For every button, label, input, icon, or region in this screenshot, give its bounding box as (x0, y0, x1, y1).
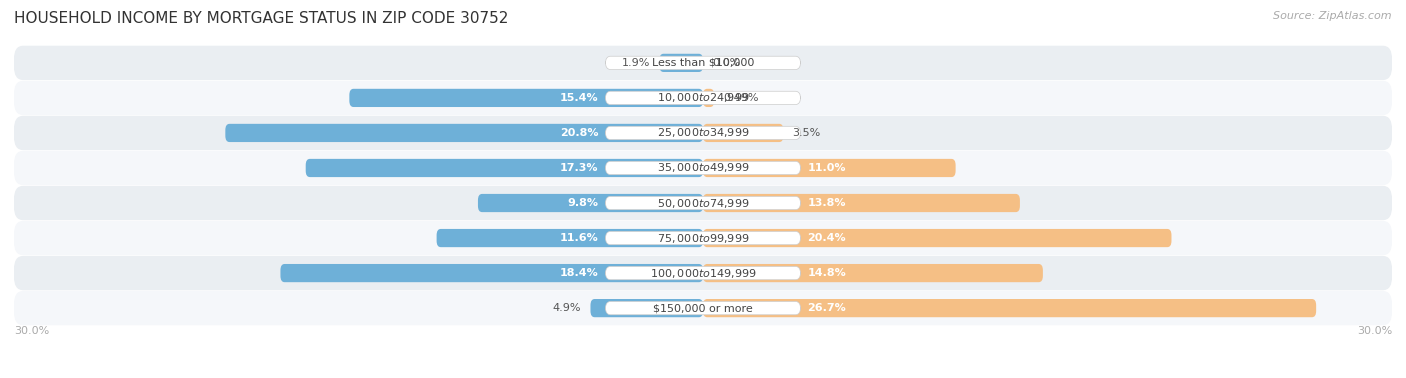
Text: 15.4%: 15.4% (560, 93, 599, 103)
Text: 17.3%: 17.3% (560, 163, 599, 173)
Text: 11.6%: 11.6% (560, 233, 599, 243)
FancyBboxPatch shape (591, 299, 703, 317)
Text: 18.4%: 18.4% (560, 268, 599, 278)
Text: 30.0%: 30.0% (14, 326, 49, 336)
FancyBboxPatch shape (703, 299, 1316, 317)
FancyBboxPatch shape (478, 194, 703, 212)
FancyBboxPatch shape (606, 231, 800, 245)
FancyBboxPatch shape (14, 291, 1392, 325)
FancyBboxPatch shape (703, 124, 783, 142)
FancyBboxPatch shape (305, 159, 703, 177)
FancyBboxPatch shape (14, 151, 1392, 185)
Text: $35,000 to $49,999: $35,000 to $49,999 (657, 161, 749, 175)
Text: Source: ZipAtlas.com: Source: ZipAtlas.com (1274, 11, 1392, 21)
FancyBboxPatch shape (703, 159, 956, 177)
FancyBboxPatch shape (14, 81, 1392, 115)
FancyBboxPatch shape (14, 256, 1392, 290)
Text: 0.49%: 0.49% (724, 93, 759, 103)
FancyBboxPatch shape (14, 116, 1392, 150)
Text: 0.0%: 0.0% (713, 58, 741, 68)
Text: $50,000 to $74,999: $50,000 to $74,999 (657, 197, 749, 209)
Text: 9.8%: 9.8% (568, 198, 599, 208)
FancyBboxPatch shape (349, 89, 703, 107)
FancyBboxPatch shape (14, 221, 1392, 255)
FancyBboxPatch shape (225, 124, 703, 142)
Text: 4.9%: 4.9% (553, 303, 581, 313)
Text: $100,000 to $149,999: $100,000 to $149,999 (650, 266, 756, 280)
FancyBboxPatch shape (703, 229, 1171, 247)
Text: $25,000 to $34,999: $25,000 to $34,999 (657, 127, 749, 139)
Text: 20.8%: 20.8% (560, 128, 599, 138)
Text: 1.9%: 1.9% (621, 58, 650, 68)
FancyBboxPatch shape (703, 194, 1019, 212)
FancyBboxPatch shape (14, 186, 1392, 220)
FancyBboxPatch shape (606, 302, 800, 315)
Text: HOUSEHOLD INCOME BY MORTGAGE STATUS IN ZIP CODE 30752: HOUSEHOLD INCOME BY MORTGAGE STATUS IN Z… (14, 11, 509, 26)
Text: 20.4%: 20.4% (807, 233, 846, 243)
FancyBboxPatch shape (606, 56, 800, 70)
Text: $75,000 to $99,999: $75,000 to $99,999 (657, 232, 749, 245)
FancyBboxPatch shape (659, 54, 703, 72)
FancyBboxPatch shape (703, 89, 714, 107)
FancyBboxPatch shape (606, 196, 800, 210)
Text: 3.5%: 3.5% (793, 128, 821, 138)
Text: 11.0%: 11.0% (807, 163, 846, 173)
FancyBboxPatch shape (14, 46, 1392, 80)
Legend: Without Mortgage, With Mortgage: Without Mortgage, With Mortgage (572, 376, 834, 378)
FancyBboxPatch shape (606, 266, 800, 280)
FancyBboxPatch shape (280, 264, 703, 282)
Text: 26.7%: 26.7% (807, 303, 846, 313)
Text: 13.8%: 13.8% (807, 198, 846, 208)
FancyBboxPatch shape (606, 91, 800, 105)
Text: $10,000 to $24,999: $10,000 to $24,999 (657, 91, 749, 104)
Text: 30.0%: 30.0% (1357, 326, 1392, 336)
FancyBboxPatch shape (606, 161, 800, 175)
Text: $150,000 or more: $150,000 or more (654, 303, 752, 313)
FancyBboxPatch shape (437, 229, 703, 247)
FancyBboxPatch shape (606, 126, 800, 139)
Text: Less than $10,000: Less than $10,000 (652, 58, 754, 68)
FancyBboxPatch shape (703, 264, 1043, 282)
Text: 14.8%: 14.8% (807, 268, 846, 278)
